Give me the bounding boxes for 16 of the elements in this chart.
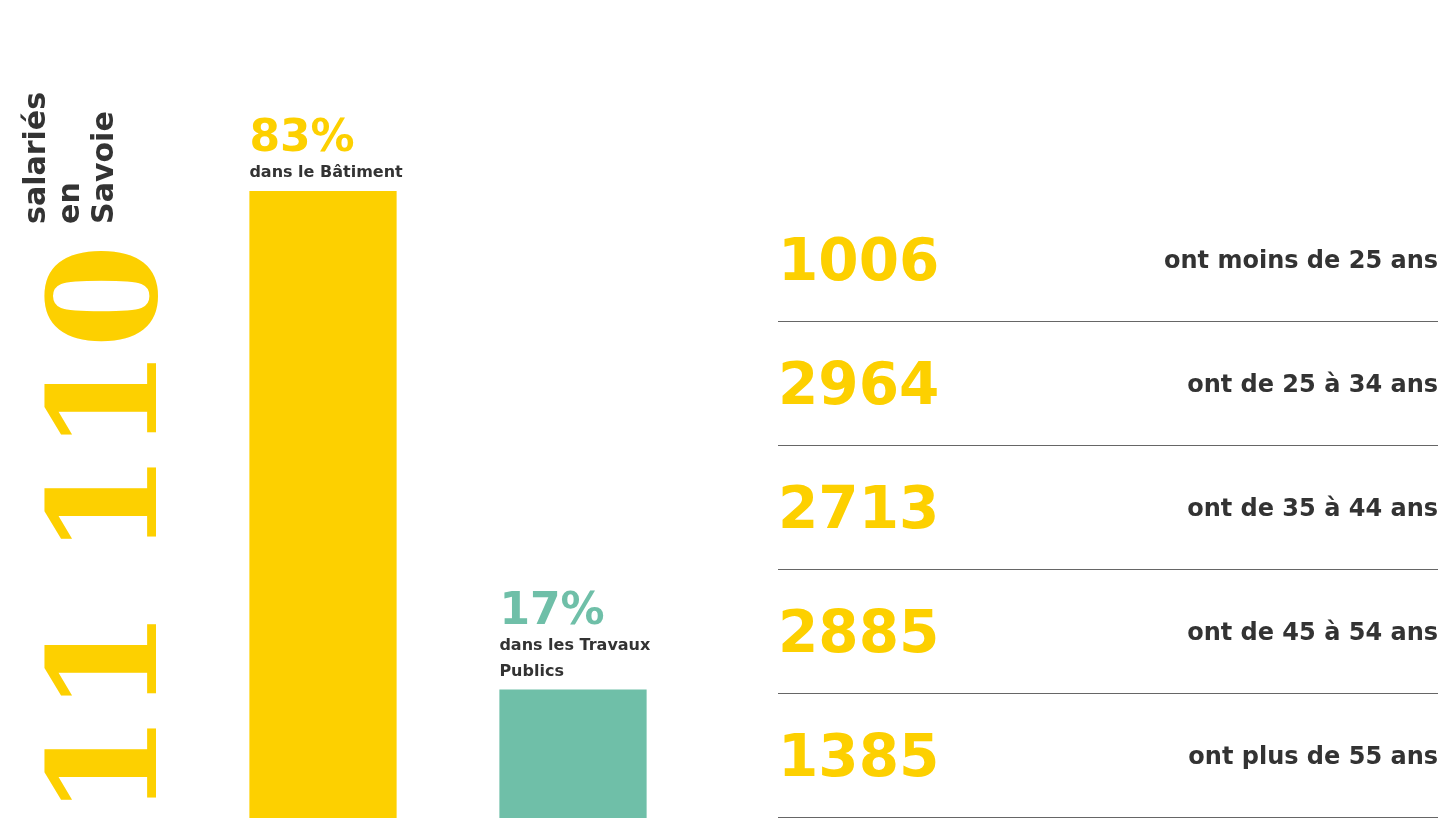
category-label: ont moins de 25 ans <box>1164 245 1438 274</box>
category-label: ont de 35 à 44 ans <box>1187 493 1438 522</box>
category-label: ont plus de 55 ans <box>1188 741 1438 770</box>
category-label: ont de 25 à 34 ans <box>1187 369 1438 398</box>
data-label: 2713 <box>778 473 940 542</box>
data-label: 1385 <box>778 721 940 790</box>
data-label: 83% <box>249 109 355 161</box>
x-tick-label: dans les Travaux Publics <box>499 634 651 680</box>
category-label: ont de 45 à 54 ans <box>1187 617 1438 646</box>
x-tick-label: dans le Bâtiment <box>249 161 404 181</box>
text: 11 110 <box>15 243 191 818</box>
data-label: 17% <box>499 582 605 634</box>
chart-subtitle: salariés en Savoie <box>17 91 120 224</box>
data-label: 2885 <box>778 597 940 666</box>
data-label: 1006 <box>778 225 940 294</box>
data-label: 2964 <box>778 349 940 418</box>
